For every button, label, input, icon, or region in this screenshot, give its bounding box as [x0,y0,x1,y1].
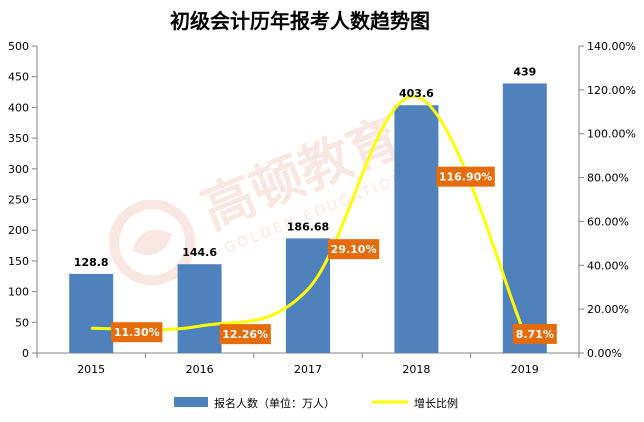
growth-label-box [219,324,271,345]
y-left-tick-label: 200 [8,224,29,237]
chart-title: 初级会计历年报考人数趋势图 [170,9,430,33]
growth-data-label: 116.90% [439,171,492,184]
y-right-tick-label: 80.00% [587,172,629,185]
watermark-logo [109,199,196,286]
y-right-tick-label: 0.00% [587,347,622,360]
y-right-tick-label: 20.00% [587,303,629,316]
data-labels: 128.8 144.6 186.68 403.6 439 11.30% 12.26% 29.1… [74,65,557,345]
bar-series [69,83,547,353]
y-left-tick-label: 250 [8,194,29,207]
y-left-tick-label: 400 [8,101,29,114]
y-right-tick-label: 100.00% [587,128,636,141]
watermark-logo-mark [131,229,173,255]
growth-label-box [111,322,163,343]
y-left-tick-label: 100 [8,286,29,299]
legend-label-bar: 报名人数（单位：万人） [214,396,335,410]
legend-swatch-bar [174,397,208,407]
bar [69,273,114,353]
axes: 0 50 100 150 200 250 300 350 400 450 500 0.00% 20.00… [8,40,636,376]
growth-point [415,96,417,98]
y-left-tick-label: 150 [8,255,29,268]
growth-data-label: 11.30% [114,326,160,339]
x-tick-label: 2017 [294,363,322,376]
y-right-tick-label: 140.00% [587,40,636,53]
growth-label-box [436,166,495,187]
bar-data-label: 403.6 [399,87,434,100]
x-tick-label: 2016 [186,363,214,376]
y-right-tick-label: 60.00% [587,215,629,228]
x-tick-label: 2015 [77,363,105,376]
growth-label-box [512,323,557,344]
y-right-tick-label: 120.00% [587,84,636,97]
y-right-tick-label: 40.00% [587,259,629,272]
growth-data-label: 8.71% [516,328,554,341]
bar [177,264,222,353]
y-left-tick-label: 0 [22,347,29,360]
x-tick-label: 2019 [511,363,539,376]
x-tick-label: 2018 [402,363,430,376]
legend: 报名人数（单位：万人） 增长比例 [174,396,458,410]
bar [286,238,330,353]
y-left-tick-label: 350 [8,132,29,145]
bar-data-label: 144.6 [182,246,217,259]
growth-point [90,327,92,329]
bar-data-label: 439 [513,65,536,78]
growth-point [307,288,309,290]
growth-data-label: 29.10% [331,243,377,256]
legend-label-line: 增长比例 [414,396,458,410]
bar [502,83,547,353]
y-left-tick-label: 300 [8,163,29,176]
growth-label-box [328,239,380,260]
bar-data-label: 186.68 [287,220,329,233]
bar-data-label: 128.8 [74,256,109,269]
growth-data-label: 12.26% [222,328,268,341]
y-left-tick-label: 500 [8,40,29,53]
y-left-tick-label: 450 [8,71,29,84]
y-left-tick-label: 50 [15,316,29,329]
bar [394,105,439,353]
growth-point [199,325,201,327]
